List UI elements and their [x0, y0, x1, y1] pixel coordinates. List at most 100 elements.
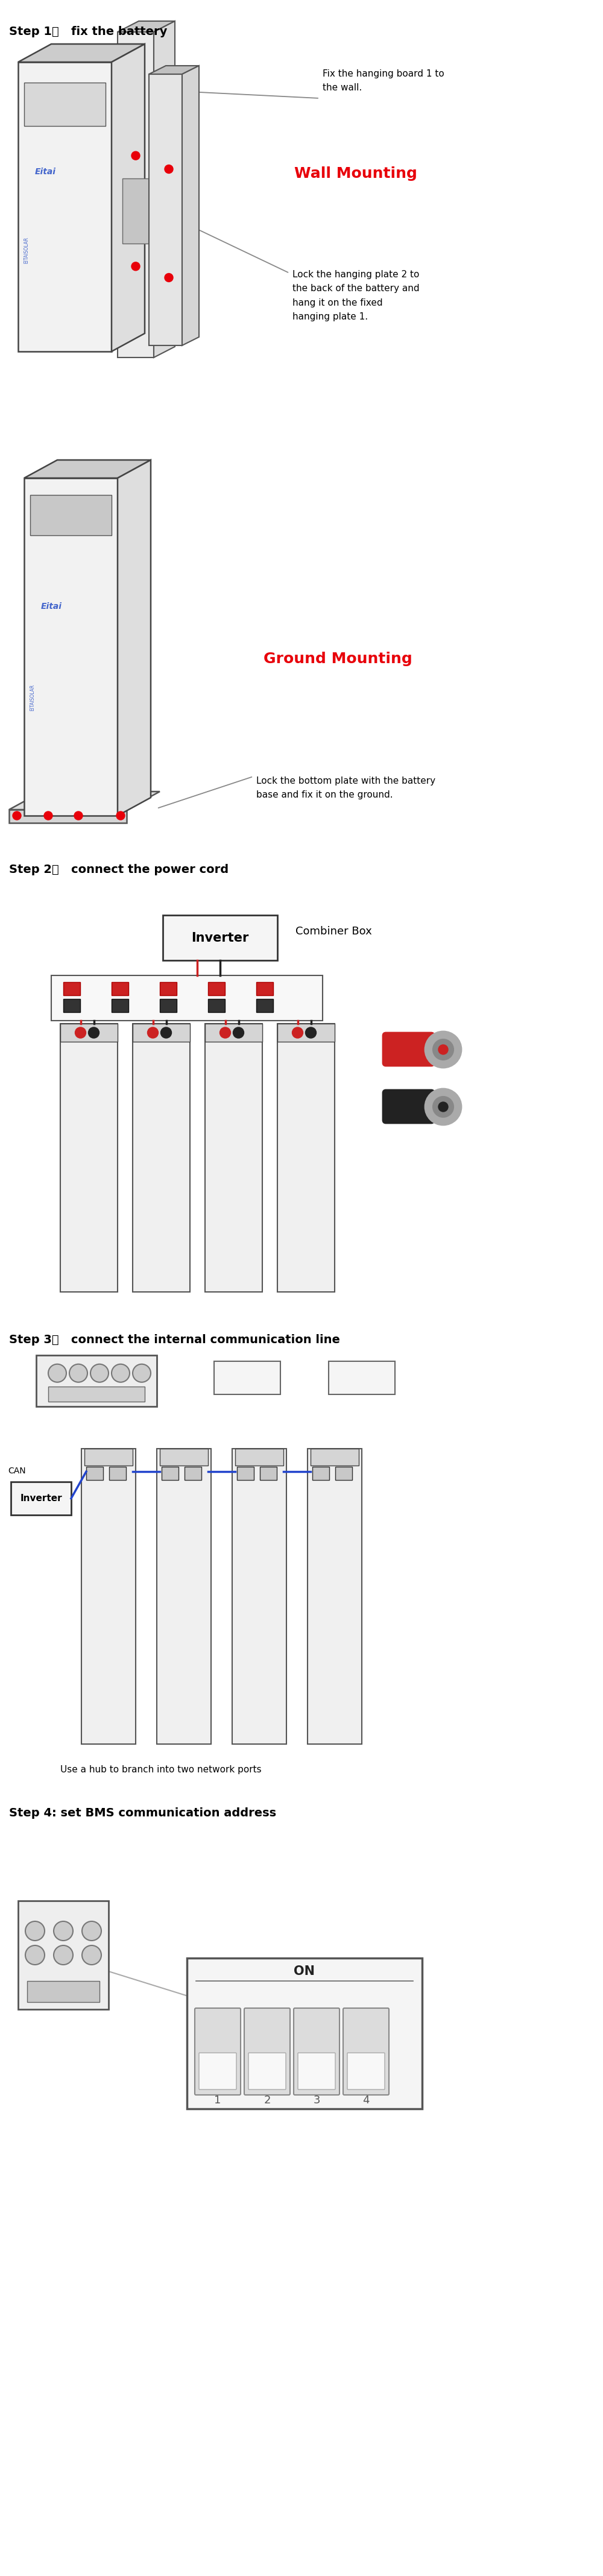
FancyBboxPatch shape	[112, 981, 128, 994]
Polygon shape	[149, 67, 199, 75]
FancyBboxPatch shape	[187, 1958, 422, 2110]
Text: EITAISOLAR: EITAISOLAR	[30, 685, 35, 711]
FancyBboxPatch shape	[214, 1360, 280, 1394]
FancyBboxPatch shape	[24, 82, 106, 126]
Circle shape	[25, 1922, 45, 1940]
Text: Lock the bottom plate with the battery
base and fix it on the ground.: Lock the bottom plate with the battery b…	[256, 775, 435, 799]
Text: 4: 4	[362, 2094, 370, 2105]
Polygon shape	[9, 809, 127, 822]
Text: Ground Mounting: Ground Mounting	[264, 652, 412, 667]
Circle shape	[147, 1028, 158, 1038]
FancyBboxPatch shape	[163, 914, 277, 961]
FancyBboxPatch shape	[335, 1466, 352, 1481]
FancyBboxPatch shape	[235, 1448, 283, 1466]
FancyBboxPatch shape	[11, 1481, 71, 1515]
FancyBboxPatch shape	[109, 1466, 126, 1481]
FancyBboxPatch shape	[133, 1023, 190, 1041]
Text: Combiner Box: Combiner Box	[295, 927, 372, 938]
Circle shape	[233, 1028, 244, 1038]
Circle shape	[433, 1097, 453, 1118]
Text: ON: ON	[294, 1965, 315, 1978]
FancyBboxPatch shape	[160, 1448, 208, 1466]
FancyBboxPatch shape	[312, 1466, 329, 1481]
Circle shape	[13, 811, 21, 819]
FancyBboxPatch shape	[81, 1448, 136, 1744]
Text: EITAISOLAR: EITAISOLAR	[24, 237, 29, 263]
Text: Inverter: Inverter	[191, 933, 249, 943]
Circle shape	[25, 1945, 45, 1965]
FancyBboxPatch shape	[383, 1090, 434, 1123]
Polygon shape	[118, 31, 154, 358]
Text: Wall Mounting: Wall Mounting	[294, 167, 417, 180]
Circle shape	[44, 811, 52, 819]
FancyBboxPatch shape	[256, 999, 273, 1012]
FancyBboxPatch shape	[232, 1448, 286, 1744]
Text: Eitai: Eitai	[41, 603, 62, 611]
FancyBboxPatch shape	[298, 2053, 335, 2089]
Text: Step 1：   fix the battery: Step 1： fix the battery	[9, 26, 167, 39]
Circle shape	[75, 1028, 86, 1038]
Circle shape	[82, 1945, 101, 1965]
Text: Lock the hanging plate 2 to
the back of the battery and
hang it on the fixed
han: Lock the hanging plate 2 to the back of …	[292, 270, 420, 322]
FancyBboxPatch shape	[63, 981, 80, 994]
Text: COM2: COM2	[348, 1373, 376, 1383]
Polygon shape	[9, 791, 160, 809]
Text: Step 4: set BMS communication address: Step 4: set BMS communication address	[9, 1808, 276, 1819]
FancyBboxPatch shape	[60, 1023, 118, 1041]
Polygon shape	[122, 178, 151, 245]
Text: CAN: CAN	[8, 1466, 26, 1476]
FancyBboxPatch shape	[308, 1448, 362, 1744]
FancyBboxPatch shape	[205, 1023, 262, 1041]
Polygon shape	[112, 44, 145, 350]
FancyBboxPatch shape	[294, 2009, 339, 2094]
Circle shape	[165, 165, 173, 173]
Circle shape	[292, 1028, 303, 1038]
Polygon shape	[149, 75, 182, 345]
Circle shape	[160, 1028, 172, 1038]
Text: Eitai: Eitai	[35, 167, 56, 175]
Text: 2: 2	[264, 2094, 271, 2105]
Circle shape	[131, 263, 140, 270]
Text: Inverter: Inverter	[20, 1494, 62, 1502]
FancyBboxPatch shape	[63, 999, 80, 1012]
Circle shape	[54, 1945, 73, 1965]
FancyBboxPatch shape	[208, 981, 225, 994]
FancyBboxPatch shape	[162, 1466, 178, 1481]
FancyBboxPatch shape	[256, 981, 273, 994]
FancyBboxPatch shape	[383, 1033, 434, 1066]
FancyBboxPatch shape	[112, 999, 128, 1012]
Text: COM1: COM1	[233, 1373, 261, 1383]
Circle shape	[90, 1365, 109, 1383]
FancyBboxPatch shape	[185, 1466, 201, 1481]
FancyBboxPatch shape	[343, 2009, 389, 2094]
FancyBboxPatch shape	[84, 1448, 133, 1466]
Polygon shape	[118, 21, 175, 31]
FancyBboxPatch shape	[51, 976, 323, 1020]
Circle shape	[433, 1038, 453, 1059]
FancyBboxPatch shape	[36, 1355, 157, 1406]
FancyBboxPatch shape	[60, 1023, 118, 1293]
FancyBboxPatch shape	[157, 1448, 211, 1744]
Polygon shape	[24, 479, 118, 817]
FancyBboxPatch shape	[133, 1023, 190, 1293]
FancyBboxPatch shape	[30, 495, 112, 536]
Circle shape	[82, 1922, 101, 1940]
Polygon shape	[182, 67, 199, 345]
Polygon shape	[118, 461, 151, 817]
Polygon shape	[154, 21, 175, 358]
Text: Step 2：   connect the power cord: Step 2： connect the power cord	[9, 863, 229, 876]
FancyBboxPatch shape	[277, 1023, 335, 1293]
Circle shape	[69, 1365, 87, 1383]
Text: Fix the hanging board 1 to
the wall.: Fix the hanging board 1 to the wall.	[323, 70, 444, 93]
Circle shape	[112, 1365, 130, 1383]
FancyBboxPatch shape	[208, 999, 225, 1012]
FancyBboxPatch shape	[248, 2053, 286, 2089]
Circle shape	[438, 1046, 448, 1054]
FancyBboxPatch shape	[86, 1466, 103, 1481]
Circle shape	[219, 1028, 230, 1038]
FancyBboxPatch shape	[277, 1023, 335, 1041]
Circle shape	[425, 1090, 461, 1126]
Text: 3: 3	[313, 2094, 320, 2105]
FancyBboxPatch shape	[27, 1981, 99, 2002]
Text: 1: 1	[214, 2094, 221, 2105]
